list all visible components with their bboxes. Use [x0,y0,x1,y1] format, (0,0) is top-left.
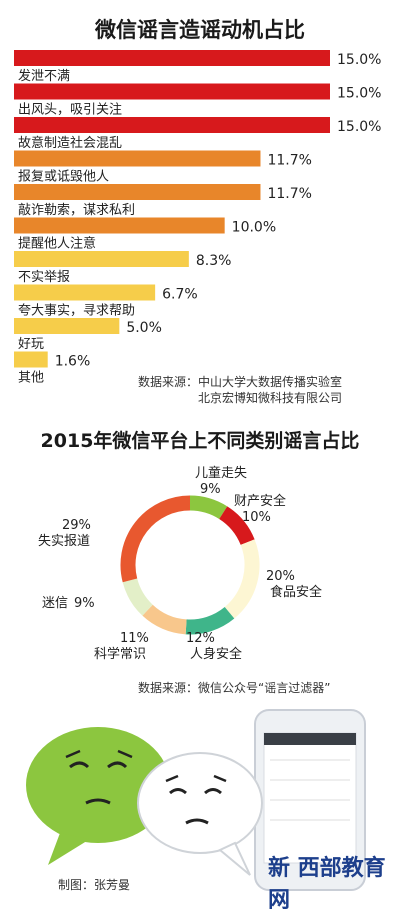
bar-value-label-6: 8.3% [196,253,232,269]
bar-value-label-5: 10.0% [232,220,276,236]
bar-chart: 15.0% 发泄不满 15.0% 出风头，吸引关注 15.0% 故意制造社会混乱 11.7%… [14,50,381,386]
donut-value-label-1: 10% [242,510,271,525]
watermark-logo: 新 西部教育网 [268,856,386,913]
donut-value-label-2: 20% [266,569,295,584]
phone-illustration [254,709,366,891]
donut-value-label-4: 11% [120,631,149,646]
illustration [26,709,366,891]
donut-value-label-5: 9% [74,596,95,611]
source-line-2: 北京宏博知微科技有限公司 [198,391,343,405]
bar-value-label-4: 11.7% [267,186,311,202]
bar-7 [14,284,156,301]
bar-value-label-8: 5.0% [126,320,162,336]
donut-category-label-3: 人身安全 [190,646,242,662]
donut-category-label-4: 科学常识 [94,646,146,662]
source-line-1: 中山大学大数据传播实验室 [198,375,343,389]
donut-value-label-6: 29% [62,518,91,533]
bar-9 [14,351,48,368]
donut-chart-title: 2015年微信平台上不同类别谣言占比 [40,430,360,452]
bar-category-label-1: 出风头，吸引关注 [18,103,122,118]
donut-category-label-5: 迷信 [42,596,68,611]
bar-value-label-9: 1.6% [55,354,91,370]
donut-value-label-0: 9% [200,482,221,497]
donut-slice-2 [224,539,260,619]
bar-value-label-3: 11.7% [267,153,311,169]
bar-category-label-8: 好玩 [18,337,44,352]
donut-category-label-6: 失实报道 [38,534,90,549]
bar-value-label-7: 6.7% [162,287,198,303]
donut-slice-6 [120,495,191,583]
source-label-1: 数据来源： [138,375,199,389]
bar-category-label-0: 发泄不满 [18,68,70,84]
bar-4 [14,184,261,200]
donut-category-label-2: 食品安全 [270,584,322,600]
credit: 制图：张芳曼 [58,878,131,892]
source-2: 数据来源：微信公众号“谣言过滤器” [138,681,331,695]
bar-1 [14,83,330,100]
donut-slice-4 [142,604,187,635]
bar-category-label-3: 报复或诋毁他人 [18,170,109,185]
donut-category-label-1: 财产安全 [234,493,286,509]
donut-slice-5 [122,578,153,616]
bar-value-label-0: 15.0% [337,52,381,68]
bar-category-label-5: 提醒他人注意 [18,236,96,252]
donut-value-label-3: 12% [186,631,215,646]
bar-3 [14,150,261,167]
bar-chart-title: 微信谣言造谣动机占比 [95,18,305,42]
bar-0 [14,50,330,66]
bar-2 [14,117,330,133]
donut-category-label-0: 儿童走失 [195,465,247,481]
bar-value-label-1: 15.0% [337,86,381,102]
bar-5 [14,217,225,234]
white-speech-bubble [137,752,263,876]
green-speech-bubble [26,727,170,865]
bar-category-label-7: 夸大事实，寻求帮助 [18,304,135,319]
bar-category-label-4: 敲诈勒索，谋求私利 [18,202,135,218]
bar-category-label-6: 不实举报 [18,270,70,285]
donut-slice-1 [218,506,255,546]
bar-6 [14,251,189,267]
bar-category-label-9: 其他 [18,371,44,386]
donut-slice-0 [189,495,228,520]
bar-category-label-2: 故意制造社会混乱 [18,135,122,151]
bar-value-label-2: 15.0% [337,119,381,135]
donut-slice-3 [185,606,235,635]
bar-8 [14,318,120,334]
